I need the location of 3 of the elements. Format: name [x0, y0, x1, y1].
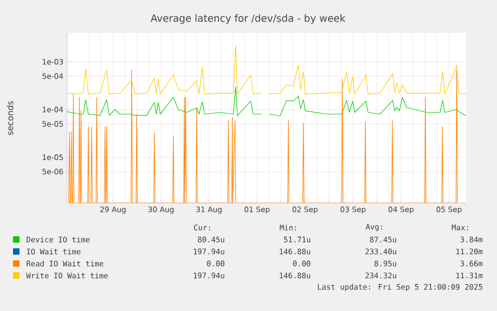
- chart-title: Average latency for /dev/sda - by week: [150, 14, 346, 24]
- line-series: [68, 64, 458, 204]
- y-axis-title: seconds: [6, 101, 14, 135]
